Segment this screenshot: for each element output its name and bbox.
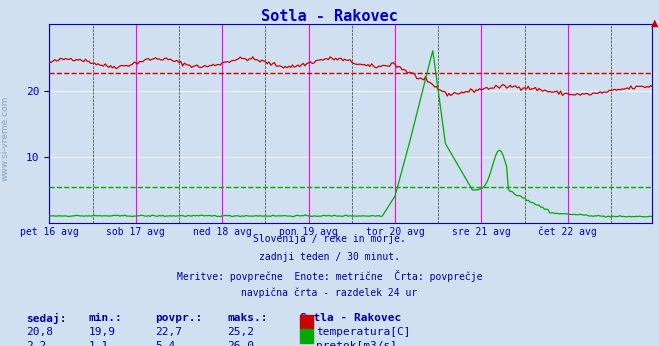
Text: Slovenija / reke in morje.: Slovenija / reke in morje. xyxy=(253,234,406,244)
Text: zadnji teden / 30 minut.: zadnji teden / 30 minut. xyxy=(259,252,400,262)
Text: 20,8: 20,8 xyxy=(26,327,53,337)
Text: 26,0: 26,0 xyxy=(227,341,254,346)
Text: 2,2: 2,2 xyxy=(26,341,47,346)
Text: čet 22 avg: čet 22 avg xyxy=(538,227,597,237)
Text: Meritve: povprečne  Enote: metrične  Črta: povprečje: Meritve: povprečne Enote: metrične Črta:… xyxy=(177,270,482,282)
Text: pretok[m3/s]: pretok[m3/s] xyxy=(316,341,397,346)
Text: temperatura[C]: temperatura[C] xyxy=(316,327,411,337)
Text: sre 21 avg: sre 21 avg xyxy=(452,227,511,237)
Text: 19,9: 19,9 xyxy=(89,327,116,337)
Text: Sotla - Rakovec: Sotla - Rakovec xyxy=(261,9,398,24)
Text: 5,4: 5,4 xyxy=(155,341,175,346)
Text: pet 16 avg: pet 16 avg xyxy=(20,227,79,237)
Text: www.si-vreme.com: www.si-vreme.com xyxy=(1,96,10,181)
Text: Sotla - Rakovec: Sotla - Rakovec xyxy=(300,313,401,323)
Text: povpr.:: povpr.: xyxy=(155,313,202,323)
Text: sedaj:: sedaj: xyxy=(26,313,67,324)
Text: ▲: ▲ xyxy=(650,18,658,27)
Text: 22,7: 22,7 xyxy=(155,327,182,337)
Text: sob 17 avg: sob 17 avg xyxy=(107,227,165,237)
Text: 25,2: 25,2 xyxy=(227,327,254,337)
Text: 1,1: 1,1 xyxy=(89,341,109,346)
Text: maks.:: maks.: xyxy=(227,313,268,323)
Text: navpična črta - razdelek 24 ur: navpična črta - razdelek 24 ur xyxy=(241,288,418,298)
Text: tor 20 avg: tor 20 avg xyxy=(366,227,424,237)
Text: ned 18 avg: ned 18 avg xyxy=(193,227,252,237)
Text: min.:: min.: xyxy=(89,313,123,323)
Text: pon 19 avg: pon 19 avg xyxy=(279,227,338,237)
